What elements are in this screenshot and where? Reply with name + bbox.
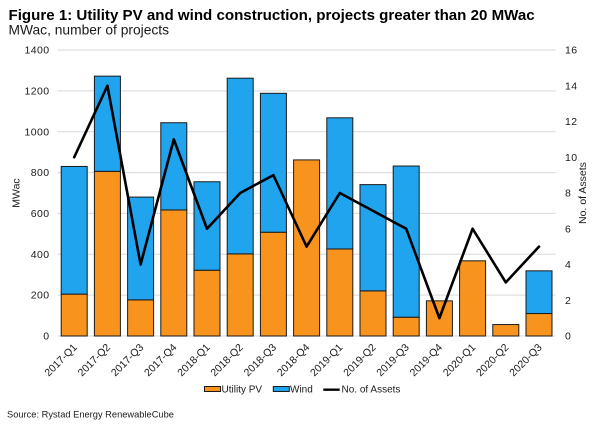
- svg-text:No. of Assets: No. of Assets: [342, 385, 401, 396]
- svg-text:4: 4: [565, 259, 571, 271]
- svg-text:0: 0: [43, 331, 49, 343]
- svg-text:1000: 1000: [25, 126, 50, 138]
- svg-text:400: 400: [31, 249, 50, 261]
- svg-text:10: 10: [565, 152, 577, 164]
- svg-text:800: 800: [31, 167, 50, 179]
- svg-text:200: 200: [31, 290, 50, 302]
- svg-text:MWac, number of projects: MWac, number of projects: [9, 23, 170, 38]
- svg-text:0: 0: [565, 331, 571, 343]
- svg-text:Utility PV: Utility PV: [222, 385, 263, 396]
- svg-text:600: 600: [31, 208, 50, 220]
- svg-text:16: 16: [565, 45, 577, 57]
- svg-text:1400: 1400: [25, 45, 50, 57]
- svg-text:Figure 1: Utility PV and wind: Figure 1: Utility PV and wind constructi…: [9, 7, 535, 24]
- svg-text:1200: 1200: [25, 85, 50, 97]
- svg-text:14: 14: [565, 80, 577, 92]
- svg-text:12: 12: [565, 116, 577, 128]
- svg-text:8: 8: [565, 188, 571, 200]
- svg-text:Source: Rystad Energy Renewabl: Source: Rystad Energy RenewableCube: [7, 409, 174, 419]
- svg-text:2: 2: [565, 295, 571, 307]
- svg-text:MWac: MWac: [11, 178, 23, 207]
- svg-text:Wind: Wind: [290, 385, 313, 396]
- svg-text:6: 6: [565, 223, 571, 235]
- svg-text:No. of Assets: No. of Assets: [577, 162, 589, 224]
